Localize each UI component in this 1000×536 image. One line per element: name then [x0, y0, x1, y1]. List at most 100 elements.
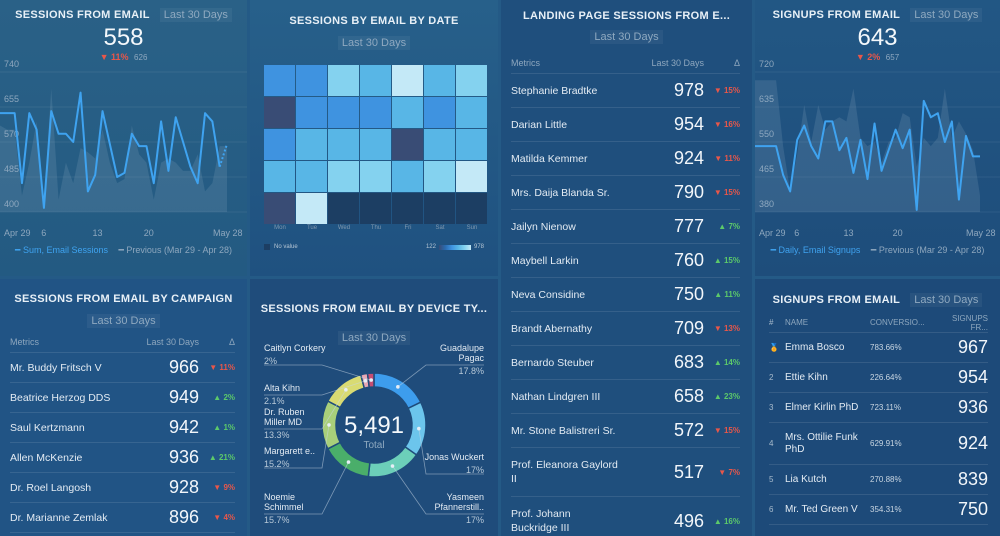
- table-row[interactable]: Bernardo Steuber 683 ▲ 14%: [511, 346, 740, 380]
- legend-current[interactable]: ━ Sum, Email Sessions: [15, 245, 108, 255]
- heatmap-cell[interactable]: [456, 161, 487, 192]
- donut-slice[interactable]: [367, 445, 418, 478]
- heatmap-cell[interactable]: [424, 161, 455, 192]
- heatmap-cell[interactable]: [328, 65, 359, 96]
- legend-previous[interactable]: ━ Previous (Mar 29 - Apr 28): [870, 245, 985, 255]
- col-delta[interactable]: Δ: [733, 57, 740, 68]
- leaderboard-row[interactable]: 5 Lia Kutch 270.88% 839: [769, 465, 988, 495]
- heatmap-cell[interactable]: [456, 97, 487, 128]
- heatmap-cell[interactable]: [296, 129, 327, 160]
- heatmap-cell[interactable]: [456, 129, 487, 160]
- device-donut-chart[interactable]: [250, 279, 498, 536]
- heatmap-cell[interactable]: [328, 129, 359, 160]
- row-value: 572: [673, 420, 704, 440]
- heatmap-cell[interactable]: [296, 97, 327, 128]
- row-value: 954: [673, 114, 704, 134]
- donut-slice[interactable]: [373, 372, 422, 410]
- table-row[interactable]: Stephanie Bradtke 978 ▼ 15%: [511, 74, 740, 108]
- x-tick-label: 13: [92, 228, 103, 238]
- chart-legend: ━ Daily, Email Signups ━ Previous (Mar 2…: [755, 245, 1000, 256]
- table-row[interactable]: Beatrice Herzog DDS 949 ▲ 2%: [10, 383, 235, 413]
- heatmap-cell[interactable]: [392, 193, 423, 224]
- heatmap-cell[interactable]: [296, 65, 327, 96]
- row-name: Darian Little: [511, 118, 568, 131]
- table-row[interactable]: Dr. Roel Langosh 928 ▼ 9%: [10, 473, 235, 503]
- col-name[interactable]: NAME: [785, 317, 809, 327]
- table-row[interactable]: Mr. Buddy Fritsch V 966 ▼ 11%: [10, 353, 235, 383]
- heatmap-cell[interactable]: [456, 65, 487, 96]
- table-row[interactable]: Neva Considine 750 ▲ 11%: [511, 278, 740, 312]
- col-period[interactable]: Last 30 Days: [146, 336, 199, 347]
- row-name: Mrs. Ottilie Funk PhD: [785, 431, 858, 455]
- table-row[interactable]: Saul Kertzmann 942 ▲ 1%: [10, 413, 235, 443]
- chart-legend: ━ Sum, Email Sessions ━ Previous (Mar 29…: [0, 245, 247, 256]
- leaderboard-row[interactable]: 🏅 Emma Bosco 783.66% 967: [769, 333, 988, 363]
- table-row[interactable]: Prof. Eleanora Gaylord II 517 ▼ 7%: [511, 448, 740, 497]
- period-badge[interactable]: Last 30 Days: [590, 30, 663, 44]
- heatmap-cell[interactable]: [392, 65, 423, 96]
- heatmap-cell[interactable]: [328, 193, 359, 224]
- table-row[interactable]: Mrs. Daija Blanda Sr. 790 ▼ 15%: [511, 176, 740, 210]
- col-metrics[interactable]: Metrics: [10, 336, 39, 347]
- table-row[interactable]: Prof. Johann Buckridge III 496 ▲ 16%: [511, 497, 740, 536]
- heatmap-cell[interactable]: [424, 65, 455, 96]
- heatmap-cell[interactable]: [360, 97, 391, 128]
- table-row[interactable]: Nathan Lindgren III 658 ▲ 23%: [511, 380, 740, 414]
- legend-previous[interactable]: ━ Previous (Mar 29 - Apr 28): [118, 245, 232, 255]
- slice-name: Jonas Wuckert: [424, 452, 484, 462]
- table-row[interactable]: Matilda Kemmer 924 ▼ 11%: [511, 142, 740, 176]
- col-metrics[interactable]: Metrics: [511, 57, 540, 68]
- heatmap-cell[interactable]: [424, 129, 455, 160]
- heatmap-cell[interactable]: [360, 161, 391, 192]
- sessions-line-chart[interactable]: [0, 62, 247, 222]
- slice-name: Guadalupe Pagac: [439, 343, 484, 363]
- col-conversion[interactable]: CONVERSIO...: [870, 318, 925, 327]
- row-name: Saul Kertzmann: [10, 421, 85, 434]
- heatmap-cell[interactable]: [264, 193, 295, 224]
- table-row[interactable]: Allen McKenzie 936 ▲ 21%: [10, 443, 235, 473]
- col-signups[interactable]: SIGNUPS FR...: [951, 313, 988, 332]
- heatmap-cell[interactable]: [264, 65, 295, 96]
- heatmap-cell[interactable]: [456, 193, 487, 224]
- table-row[interactable]: Darian Little 954 ▼ 16%: [511, 108, 740, 142]
- table-row[interactable]: Mr. Stone Balistreri Sr. 572 ▼ 15%: [511, 414, 740, 448]
- leaderboard-row[interactable]: 4 Mrs. Ottilie Funk PhD 629.91% 924: [769, 423, 988, 465]
- heatmap-cell[interactable]: [264, 129, 295, 160]
- heatmap-cell[interactable]: [392, 129, 423, 160]
- table-row[interactable]: Jailyn Nienow 777 ▲ 7%: [511, 210, 740, 244]
- heatmap-cell[interactable]: [264, 97, 295, 128]
- heatmap-cell[interactable]: [424, 97, 455, 128]
- heatmap-cell[interactable]: [296, 193, 327, 224]
- leaderboard-row[interactable]: 2 Ettie Kihn 226.64% 954: [769, 363, 988, 393]
- table-row[interactable]: Dr. Marianne Zemlak 896 ▼ 4%: [10, 503, 235, 533]
- col-period[interactable]: Last 30 Days: [651, 57, 704, 68]
- period-badge[interactable]: Last 30 Days: [910, 293, 983, 307]
- heatmap-cell[interactable]: [360, 193, 391, 224]
- period-badge[interactable]: Last 30 Days: [910, 8, 983, 22]
- leader-line: [264, 461, 349, 515]
- delta-percent: 1%: [223, 423, 235, 432]
- table-row[interactable]: Brandt Abernathy 709 ▼ 13%: [511, 312, 740, 346]
- table-row[interactable]: Maybell Larkin 760 ▲ 15%: [511, 244, 740, 278]
- col-delta[interactable]: Δ: [228, 336, 235, 347]
- heatmap-cell[interactable]: [424, 193, 455, 224]
- signups-line-chart[interactable]: [755, 62, 1000, 222]
- legend-current[interactable]: ━ Daily, Email Signups: [770, 245, 861, 255]
- period-badge[interactable]: Last 30 Days: [337, 36, 411, 50]
- heatmap-cell[interactable]: [328, 97, 359, 128]
- leaderboard-row[interactable]: 3 Elmer Kirlin PhD 723.11% 936: [769, 393, 988, 423]
- delta-percent: 15%: [723, 188, 740, 197]
- heatmap-cell[interactable]: [360, 65, 391, 96]
- heatmap-cell[interactable]: [328, 161, 359, 192]
- period-badge[interactable]: Last 30 Days: [337, 331, 411, 345]
- period-badge[interactable]: Last 30 Days: [159, 8, 232, 22]
- heatmap-cell[interactable]: [264, 161, 295, 192]
- heatmap-cell[interactable]: [392, 97, 423, 128]
- row-delta: ▲ 7%: [704, 222, 740, 231]
- heatmap-cell[interactable]: [296, 161, 327, 192]
- period-badge[interactable]: Last 30 Days: [87, 314, 160, 328]
- heatmap-cell[interactable]: [360, 129, 391, 160]
- leaderboard-row[interactable]: 6 Mr. Ted Green V 354.31% 750: [769, 495, 988, 525]
- col-rank[interactable]: #: [769, 318, 774, 327]
- heatmap-cell[interactable]: [392, 161, 423, 192]
